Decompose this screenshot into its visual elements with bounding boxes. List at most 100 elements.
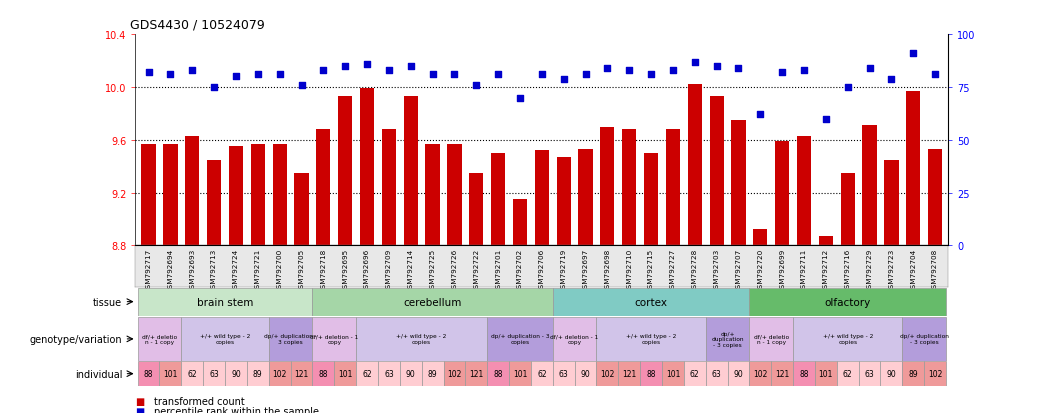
- Bar: [425, 145, 440, 246]
- Text: +/+ wild type - 2
copies: +/+ wild type - 2 copies: [200, 334, 250, 344]
- Text: brain stem: brain stem: [197, 297, 253, 307]
- Text: 121: 121: [775, 369, 789, 378]
- Text: GSM792703: GSM792703: [714, 248, 720, 292]
- Text: GSM792711: GSM792711: [801, 248, 807, 292]
- Text: genotype/variation: genotype/variation: [30, 334, 122, 344]
- Bar: [295, 173, 308, 246]
- Bar: [138, 317, 181, 361]
- Bar: [359, 89, 374, 246]
- Point: [709, 63, 725, 70]
- Bar: [552, 317, 596, 361]
- Text: 89: 89: [428, 369, 438, 378]
- Text: cortex: cortex: [635, 297, 668, 307]
- Point: [380, 68, 397, 74]
- Bar: [378, 361, 400, 386]
- Text: 102: 102: [928, 369, 942, 378]
- Bar: [447, 145, 462, 246]
- Bar: [600, 127, 615, 246]
- Text: 90: 90: [734, 369, 743, 378]
- Text: df/+ deletion - 1
copy: df/+ deletion - 1 copy: [550, 334, 599, 344]
- Bar: [688, 85, 702, 246]
- Text: GSM792707: GSM792707: [736, 248, 742, 292]
- Text: GDS4430 / 10524079: GDS4430 / 10524079: [130, 18, 265, 31]
- Bar: [207, 160, 221, 246]
- Text: GSM792729: GSM792729: [867, 248, 872, 292]
- Point: [337, 63, 353, 70]
- Text: GSM792716: GSM792716: [845, 248, 850, 292]
- Point: [818, 116, 835, 123]
- Bar: [640, 361, 662, 386]
- Bar: [574, 361, 596, 386]
- Bar: [488, 361, 510, 386]
- Text: tissue: tissue: [93, 297, 122, 307]
- Text: GSM792696: GSM792696: [364, 248, 370, 292]
- Bar: [313, 317, 356, 361]
- Point: [774, 70, 791, 76]
- Text: 90: 90: [887, 369, 896, 378]
- Point: [424, 72, 441, 78]
- Text: 102: 102: [600, 369, 615, 378]
- Bar: [356, 361, 378, 386]
- Bar: [705, 361, 727, 386]
- Point: [730, 66, 747, 72]
- Text: GSM792725: GSM792725: [429, 248, 436, 292]
- Point: [840, 84, 857, 91]
- Text: 121: 121: [622, 369, 637, 378]
- Text: 101: 101: [338, 369, 352, 378]
- Text: GSM792702: GSM792702: [517, 248, 523, 292]
- Text: 90: 90: [231, 369, 241, 378]
- Point: [184, 68, 201, 74]
- Text: GSM792699: GSM792699: [779, 248, 786, 292]
- Bar: [596, 361, 618, 386]
- Bar: [356, 317, 488, 361]
- Text: dp/+
duplication
- 3 copies: dp/+ duplication - 3 copies: [712, 331, 744, 347]
- Text: 101: 101: [666, 369, 680, 378]
- Bar: [556, 157, 571, 246]
- Text: 63: 63: [209, 369, 219, 378]
- Text: dp/+ duplication - 3
copies: dp/+ duplication - 3 copies: [491, 334, 549, 344]
- Bar: [841, 173, 854, 246]
- Bar: [907, 92, 920, 246]
- Text: percentile rank within the sample: percentile rank within the sample: [154, 406, 319, 413]
- Point: [752, 112, 769, 119]
- Point: [358, 61, 375, 68]
- Point: [904, 51, 921, 57]
- Bar: [491, 154, 505, 246]
- Text: GSM792720: GSM792720: [758, 248, 764, 292]
- Text: GSM792698: GSM792698: [604, 248, 611, 292]
- Bar: [381, 130, 396, 246]
- Bar: [753, 230, 767, 246]
- Text: GSM792710: GSM792710: [626, 248, 632, 292]
- Bar: [403, 97, 418, 246]
- Text: 63: 63: [865, 369, 874, 378]
- Point: [315, 68, 331, 74]
- Point: [599, 66, 616, 72]
- Point: [862, 66, 878, 72]
- Bar: [159, 361, 181, 386]
- Text: GSM792694: GSM792694: [168, 248, 173, 292]
- Bar: [793, 361, 815, 386]
- Text: GSM792704: GSM792704: [911, 248, 916, 292]
- Text: GSM792718: GSM792718: [320, 248, 326, 292]
- Text: GSM792717: GSM792717: [146, 248, 151, 292]
- Bar: [710, 97, 724, 246]
- Text: 101: 101: [513, 369, 527, 378]
- Bar: [203, 361, 225, 386]
- Text: GSM792721: GSM792721: [255, 248, 260, 292]
- Text: 88: 88: [799, 369, 809, 378]
- Text: 121: 121: [295, 369, 308, 378]
- Text: 62: 62: [363, 369, 372, 378]
- Bar: [338, 97, 352, 246]
- Text: +/+ wild type - 2
copies: +/+ wild type - 2 copies: [822, 334, 873, 344]
- Text: 62: 62: [690, 369, 699, 378]
- Text: GSM792701: GSM792701: [495, 248, 501, 292]
- Text: dp/+ duplication
- 3 copies: dp/+ duplication - 3 copies: [899, 334, 948, 344]
- Text: individual: individual: [75, 369, 122, 379]
- Point: [577, 72, 594, 78]
- Bar: [251, 145, 265, 246]
- Bar: [902, 317, 946, 361]
- Text: GSM792706: GSM792706: [539, 248, 545, 292]
- Bar: [727, 361, 749, 386]
- Bar: [880, 361, 902, 386]
- Bar: [273, 145, 287, 246]
